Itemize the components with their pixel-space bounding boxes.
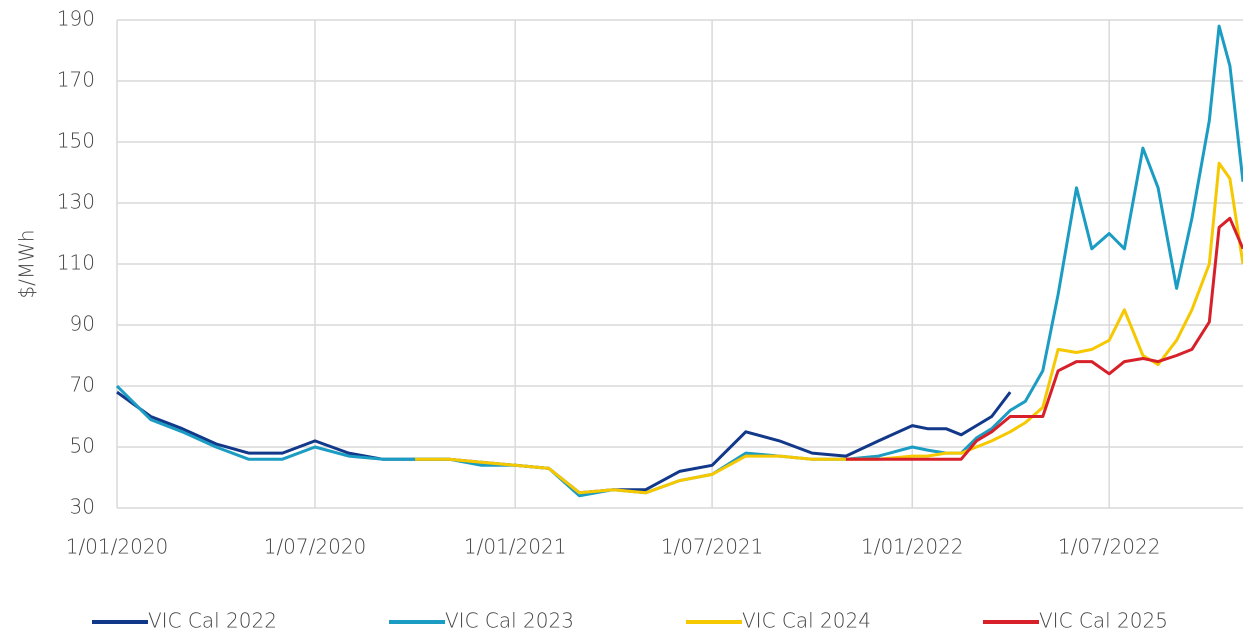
y-tick-label: 170 [57, 68, 95, 92]
x-tick-label: 1/01/2021 [464, 535, 567, 559]
y-tick-label: 70 [70, 373, 95, 397]
y-tick-label: 110 [57, 251, 95, 275]
legend-label: VIC Cal 2023 [445, 609, 574, 633]
x-tick-label: 1/07/2021 [661, 535, 764, 559]
y-tick-label: 190 [57, 7, 95, 31]
series-line [415, 161, 1243, 495]
y-tick-label: 150 [57, 129, 95, 153]
legend-label: VIC Cal 2022 [148, 609, 277, 633]
series-line [845, 216, 1243, 461]
legend-label: VIC Cal 2024 [742, 609, 871, 633]
y-tick-label: 90 [70, 312, 95, 336]
x-tick-label: 1/07/2022 [1058, 535, 1161, 559]
x-tick-label: 1/01/2022 [861, 535, 964, 559]
y-axis-label: $/MWh [15, 229, 39, 298]
x-tick-label: 1/01/2020 [66, 535, 169, 559]
y-tick-label: 30 [70, 495, 95, 519]
legend-label: VIC Cal 2025 [1039, 609, 1168, 633]
series-line [116, 390, 1012, 495]
y-tick-label: 130 [57, 190, 95, 214]
x-tick-label: 1/07/2020 [264, 535, 367, 559]
y-tick-label: 50 [70, 434, 95, 458]
series-line [115, 24, 1243, 498]
